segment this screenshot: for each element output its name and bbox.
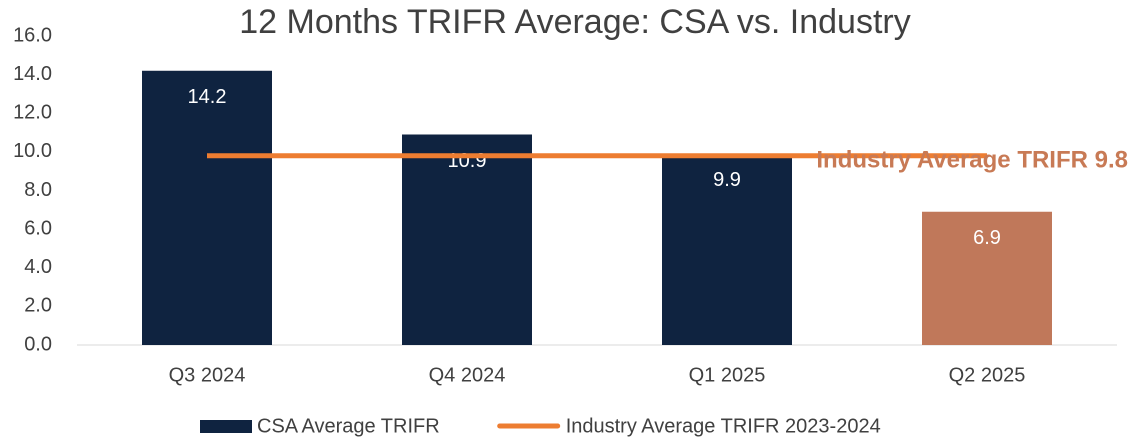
y-tick-label: 16.0 <box>13 24 52 46</box>
y-tick-label: 2.0 <box>24 295 52 317</box>
bar <box>662 153 792 345</box>
annotation: Industry Average TRIFR 9.8 <box>816 146 1128 173</box>
bar <box>142 70 272 345</box>
data-label: 9.9 <box>713 169 741 191</box>
y-tick-label: 8.0 <box>24 179 52 201</box>
data-label: 6.9 <box>973 227 1001 249</box>
legend-label: CSA Average TRIFR <box>257 415 440 437</box>
y-tick-label: 10.0 <box>13 140 52 162</box>
y-tick-label: 4.0 <box>24 256 52 278</box>
y-tick-label: 14.0 <box>13 63 52 85</box>
y-tick-label: 6.0 <box>24 217 52 239</box>
chart-title: 12 Months TRIFR Average: CSA vs. Industr… <box>239 3 910 41</box>
x-tick-label: Q3 2024 <box>169 364 246 386</box>
x-tick-label: Q1 2025 <box>689 364 766 386</box>
data-label: 14.2 <box>188 86 227 108</box>
legend-swatch <box>200 420 252 433</box>
x-tick-label: Q2 2025 <box>949 364 1026 386</box>
x-tick-label: Q4 2024 <box>429 364 506 386</box>
bar <box>402 134 532 345</box>
legend-label: Industry Average TRIFR 2023-2024 <box>566 415 881 437</box>
y-tick-label: 12.0 <box>13 102 52 124</box>
data-label: 10.9 <box>448 150 487 172</box>
bar <box>922 211 1052 345</box>
y-tick-label: 0.0 <box>24 333 52 355</box>
